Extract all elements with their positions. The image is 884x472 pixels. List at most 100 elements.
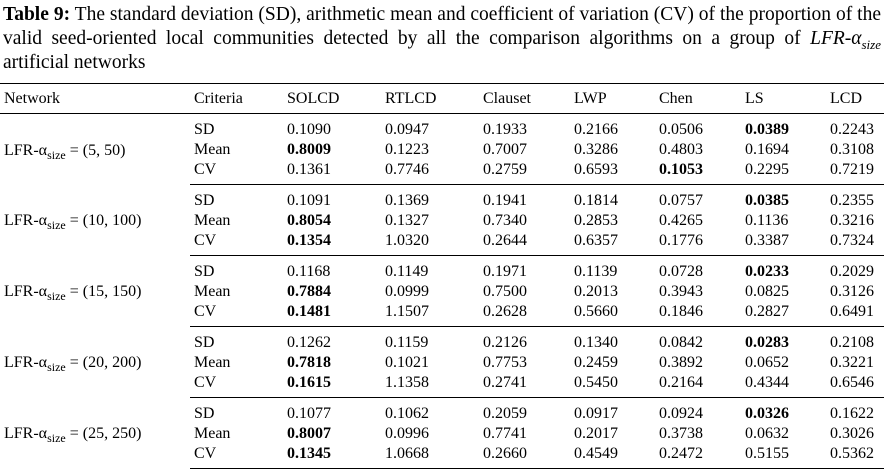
value-cell: 0.1846 bbox=[655, 302, 741, 327]
header-clauset: Clauset bbox=[479, 83, 570, 114]
value-cell: 0.1481 bbox=[283, 302, 381, 327]
table-header-row: Network Criteria SOLCD RTLCD Clauset LWP… bbox=[0, 83, 884, 114]
value-cell: 0.4344 bbox=[741, 373, 826, 398]
value-cell: 0.1168 bbox=[287, 263, 331, 280]
value-cell: 0.8009 bbox=[287, 141, 331, 158]
caption-label: Table 9: bbox=[3, 4, 71, 25]
table-row: Mean 0.7818 0.1021 0.7753 0.2459 0.3892 0.0652… bbox=[0, 353, 884, 373]
value-cell: 0.3126 bbox=[830, 283, 874, 300]
value-cell: 0.0652 bbox=[745, 354, 789, 371]
value-cell: 0.1622 bbox=[830, 405, 874, 422]
value-cell: 0.5660 bbox=[570, 302, 655, 327]
value-cell: 0.3738 bbox=[659, 425, 703, 442]
value-cell: 0.2759 bbox=[479, 160, 570, 185]
value-cell: 0.2459 bbox=[574, 354, 618, 371]
value-cell: 0.7340 bbox=[483, 212, 527, 229]
value-cell: 0.2164 bbox=[655, 373, 741, 398]
value-cell: 0.1139 bbox=[574, 263, 618, 280]
header-lwp: LWP bbox=[570, 83, 655, 114]
value-cell: 0.2355 bbox=[830, 192, 874, 209]
value-cell: 0.3286 bbox=[574, 141, 618, 158]
value-cell: 0.1327 bbox=[385, 212, 429, 229]
value-cell: 0.0283 bbox=[745, 334, 789, 351]
value-cell: 0.1361 bbox=[283, 160, 381, 185]
criteria-cell: SD bbox=[194, 192, 215, 209]
value-cell: 0.2660 bbox=[479, 444, 570, 469]
value-cell: 0.1933 bbox=[483, 121, 527, 138]
value-cell: 1.0668 bbox=[381, 444, 479, 469]
value-cell: 0.2628 bbox=[479, 302, 570, 327]
value-cell: 0.7884 bbox=[287, 283, 331, 300]
header-network: Network bbox=[0, 83, 190, 114]
value-cell: 0.1694 bbox=[745, 141, 789, 158]
criteria-cell: CV bbox=[190, 444, 283, 469]
network-name-cell: LFR-αsize = (15, 150) bbox=[4, 283, 142, 304]
table-row: LFR-αsize = (15, 150) SD 0.1168 0.1149 0.197… bbox=[0, 256, 884, 304]
criteria-cell: Mean bbox=[194, 283, 231, 300]
value-cell: 0.7818 bbox=[287, 354, 331, 371]
value-cell: 0.2741 bbox=[479, 373, 570, 398]
value-cell: 0.5450 bbox=[570, 373, 655, 398]
value-cell: 0.7741 bbox=[483, 425, 527, 442]
table-caption: Table 9: The standard deviation (SD), ar… bbox=[3, 3, 881, 75]
value-cell: 0.1136 bbox=[745, 212, 789, 229]
value-cell: 0.7219 bbox=[826, 160, 884, 185]
value-cell: 0.2029 bbox=[830, 263, 874, 280]
table-row: LFR-αsize = (5, 50) SD 0.1090 0.0947 0.1933 0… bbox=[0, 114, 884, 162]
criteria-cell: CV bbox=[190, 302, 283, 327]
value-cell: 0.1223 bbox=[385, 141, 429, 158]
header-criteria: Criteria bbox=[190, 83, 283, 114]
value-cell: 0.1021 bbox=[385, 354, 429, 371]
header-chen: Chen bbox=[655, 83, 741, 114]
caption-text: The standard deviation (SD), arithmetic … bbox=[3, 4, 881, 49]
value-cell: 0.2108 bbox=[830, 334, 874, 351]
value-cell: 1.1507 bbox=[381, 302, 479, 327]
header-lcd: LCD bbox=[826, 83, 884, 114]
value-cell: 0.1971 bbox=[483, 263, 527, 280]
value-cell: 0.1090 bbox=[287, 121, 331, 138]
value-cell: 0.0506 bbox=[659, 121, 703, 138]
value-cell: 0.1345 bbox=[283, 444, 381, 469]
value-cell: 0.0233 bbox=[745, 263, 789, 280]
criteria-cell: SD bbox=[194, 405, 215, 422]
value-cell: 0.3387 bbox=[741, 231, 826, 256]
value-cell: 0.0825 bbox=[745, 283, 789, 300]
value-cell: 0.0947 bbox=[385, 121, 429, 138]
value-cell: 0.2017 bbox=[574, 425, 618, 442]
value-cell: 0.2126 bbox=[483, 334, 527, 351]
value-cell: 0.2295 bbox=[741, 160, 826, 185]
caption-network-name: LFR-αsize bbox=[810, 28, 881, 52]
value-cell: 0.1369 bbox=[385, 192, 429, 209]
value-cell: 0.0389 bbox=[745, 121, 789, 138]
value-cell: 0.2472 bbox=[655, 444, 741, 469]
value-cell: 1.1358 bbox=[381, 373, 479, 398]
value-cell: 1.0320 bbox=[381, 231, 479, 256]
value-cell: 0.0632 bbox=[745, 425, 789, 442]
table-row: CV 0.1345 1.0668 0.2660 0.4549 0.2472 0.5155 0.… bbox=[0, 444, 884, 469]
value-cell: 0.1776 bbox=[655, 231, 741, 256]
table-row: LFR-αsize = (25, 250) SD 0.1077 0.1062 0.205… bbox=[0, 398, 884, 446]
value-cell: 0.3216 bbox=[830, 212, 874, 229]
header-ls: LS bbox=[741, 83, 826, 114]
value-cell: 0.5362 bbox=[826, 444, 884, 469]
criteria-cell: CV bbox=[190, 373, 283, 398]
table-row: Mean 0.8007 0.0996 0.7741 0.2017 0.3738 0.0632… bbox=[0, 424, 884, 444]
value-cell: 0.1159 bbox=[385, 334, 429, 351]
value-cell: 0.7753 bbox=[483, 354, 527, 371]
header-solcd: SOLCD bbox=[283, 83, 381, 114]
value-cell: 0.1149 bbox=[385, 263, 429, 280]
value-cell: 0.1814 bbox=[574, 192, 618, 209]
value-cell: 0.7324 bbox=[826, 231, 884, 256]
value-cell: 0.3221 bbox=[830, 354, 874, 371]
criteria-cell: SD bbox=[194, 121, 215, 138]
network-name-cell: LFR-αsize = (20, 200) bbox=[4, 354, 142, 375]
value-cell: 0.0996 bbox=[385, 425, 429, 442]
value-cell: 0.1091 bbox=[287, 192, 331, 209]
criteria-cell: Mean bbox=[194, 354, 231, 371]
value-cell: 0.2827 bbox=[741, 302, 826, 327]
value-cell: 0.6593 bbox=[570, 160, 655, 185]
value-cell: 0.4549 bbox=[570, 444, 655, 469]
value-cell: 0.1615 bbox=[283, 373, 381, 398]
value-cell: 0.0917 bbox=[574, 405, 618, 422]
